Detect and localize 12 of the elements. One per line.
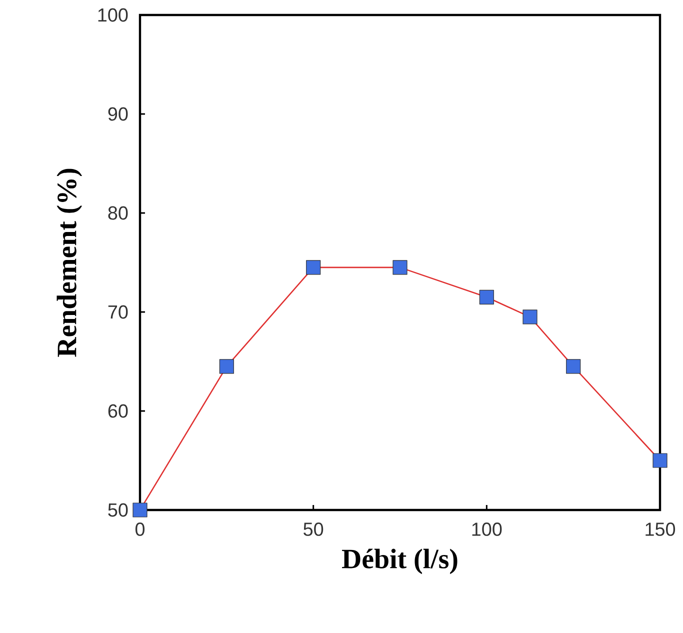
y-tick-label: 80 bbox=[108, 206, 128, 220]
x-tick-label: 50 bbox=[304, 522, 324, 536]
x-tick-label: 100 bbox=[472, 522, 502, 536]
y-tick-label: 60 bbox=[108, 404, 128, 418]
x-tick-label: 150 bbox=[646, 522, 676, 536]
y-tick-label: 90 bbox=[108, 107, 128, 121]
y-tick-label: 100 bbox=[98, 8, 128, 22]
y-tick-label: 70 bbox=[108, 305, 128, 319]
x-axis-title: Débit (l/s) bbox=[342, 548, 458, 574]
x-tick-label: 0 bbox=[135, 522, 145, 536]
y-tick-label: 50 bbox=[108, 503, 128, 517]
y-axis-title: Rendement (%) bbox=[56, 168, 82, 357]
